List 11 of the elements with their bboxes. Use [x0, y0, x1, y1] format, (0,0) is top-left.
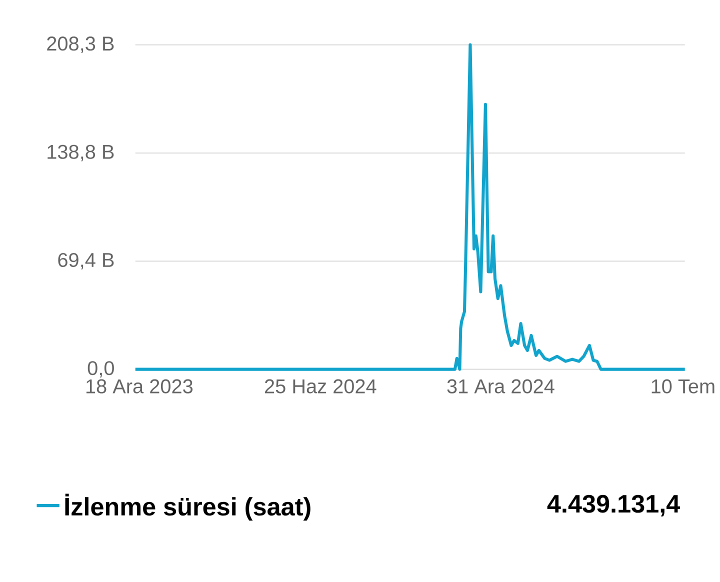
text: 4.439.131,4	[547, 494, 680, 516]
legend-label: İzlenme süresi (saat)	[65, 494, 310, 520]
y-tick-label: 69,4 B	[58, 252, 114, 270]
y-tick-label: 208,3 B	[47, 36, 114, 53]
x-tick-label: 25 Haz 2024	[264, 379, 376, 394]
y-tick-label: 138,8 B	[48, 144, 114, 162]
x-tick-label: 31 Ara 2024	[447, 379, 554, 394]
line-series	[134, 43, 686, 371]
x-tick-label: 18 Ara 2023	[86, 379, 193, 394]
x-tick-label: 10 Tem	[652, 379, 714, 394]
y-tick-label: 0,0	[88, 360, 114, 378]
